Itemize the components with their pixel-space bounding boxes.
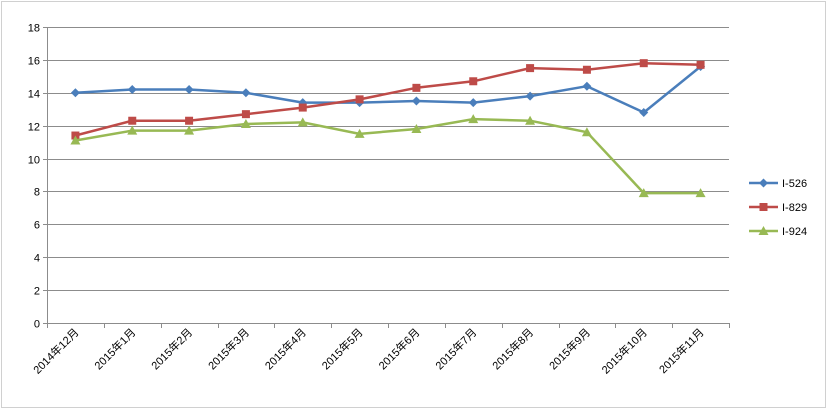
x-tick-label: 2015年3月 xyxy=(205,325,252,372)
data-point-I-924 xyxy=(638,188,649,198)
data-point-I-829 xyxy=(582,65,591,74)
legend-label: I-829 xyxy=(782,202,807,214)
data-point-I-924 xyxy=(70,135,81,145)
y-tick-labels: 0 2 4 6 8 10 12 14 16 18 xyxy=(28,23,40,331)
data-point-I-526 xyxy=(184,84,194,94)
data-point-I-924 xyxy=(468,114,479,124)
y-tick-label: 16 xyxy=(28,56,40,68)
data-point-I-526 xyxy=(127,84,137,94)
x-tick-label: 2015年6月 xyxy=(375,325,422,372)
series-lines xyxy=(70,59,706,198)
x-tick-label: 2015年10月 xyxy=(598,325,649,376)
data-point-I-924 xyxy=(184,125,195,135)
series-line-I-829 xyxy=(75,61,701,137)
x-tick-label: 2015年1月 xyxy=(91,325,138,372)
data-point-I-829 xyxy=(469,77,478,86)
legend: I-526 I-829 I-924 xyxy=(749,178,807,238)
data-point-I-526 xyxy=(468,98,478,108)
y-tick-label: 12 xyxy=(28,122,40,134)
series-line-I-526 xyxy=(75,65,702,114)
legend-label: I-924 xyxy=(782,226,807,238)
legend-item-I-924: I-924 xyxy=(749,226,807,238)
data-point-I-924 xyxy=(411,123,422,133)
x-tick-labels: 2014年12月 2015年1月 2015年2月 2015年3月 2015年4月 2015… xyxy=(30,325,707,376)
data-point-I-829 xyxy=(639,59,648,68)
data-point-I-526 xyxy=(241,88,251,98)
series-line-I-924 xyxy=(75,117,701,195)
x-tick-label: 2014年12月 xyxy=(30,325,81,376)
data-point-I-829 xyxy=(526,64,535,73)
data-point-I-924 xyxy=(127,125,138,135)
data-point-I-924 xyxy=(695,188,706,198)
y-tick-label: 0 xyxy=(34,319,40,331)
data-point-I-829 xyxy=(355,95,364,104)
y-tick-label: 18 xyxy=(28,23,40,35)
y-tick-label: 14 xyxy=(28,89,40,101)
x-tick-label: 2015年5月 xyxy=(319,325,366,372)
x-tick-label: 2015年9月 xyxy=(546,325,593,372)
axes xyxy=(43,27,730,328)
data-point-I-924 xyxy=(240,119,251,129)
gridlines xyxy=(47,27,729,291)
data-point-I-526 xyxy=(639,108,649,118)
data-point-I-924 xyxy=(581,127,592,137)
data-point-I-924 xyxy=(354,128,365,138)
data-point-I-829 xyxy=(412,83,421,92)
x-tick-label: 2015年8月 xyxy=(489,325,536,372)
y-tick-label: 2 xyxy=(34,286,40,298)
series-I-829 xyxy=(71,59,705,140)
data-point-I-526 xyxy=(411,96,421,106)
y-tick-label: 8 xyxy=(34,187,40,199)
data-point-I-526 xyxy=(582,81,592,91)
data-point-I-526 xyxy=(70,88,80,98)
y-tick-label: 4 xyxy=(34,253,40,265)
data-point-I-829 xyxy=(696,60,705,69)
legend-marker-I-924 xyxy=(758,226,769,235)
data-point-I-829 xyxy=(241,110,250,119)
x-tick-label: 2015年2月 xyxy=(148,325,195,372)
x-tick-label: 2015年4月 xyxy=(262,325,309,372)
data-point-I-924 xyxy=(297,117,308,127)
legend-item-I-829: I-829 xyxy=(749,202,807,214)
y-tick-label: 10 xyxy=(28,155,40,167)
legend-marker-I-829 xyxy=(759,203,768,211)
data-point-I-829 xyxy=(128,116,137,125)
legend-label: I-526 xyxy=(782,178,807,190)
series-I-924 xyxy=(70,114,706,198)
x-tick-label: 2015年7月 xyxy=(432,325,479,372)
legend-marker-I-526 xyxy=(759,178,768,188)
data-point-I-924 xyxy=(525,115,536,125)
x-tick-label: 2015年11月 xyxy=(656,325,707,376)
series-I-526 xyxy=(70,61,706,118)
data-point-I-829 xyxy=(298,103,307,112)
y-tick-label: 6 xyxy=(34,220,40,232)
legend-item-I-526: I-526 xyxy=(749,178,807,190)
data-point-I-829 xyxy=(185,116,194,125)
data-point-I-526 xyxy=(525,91,535,101)
